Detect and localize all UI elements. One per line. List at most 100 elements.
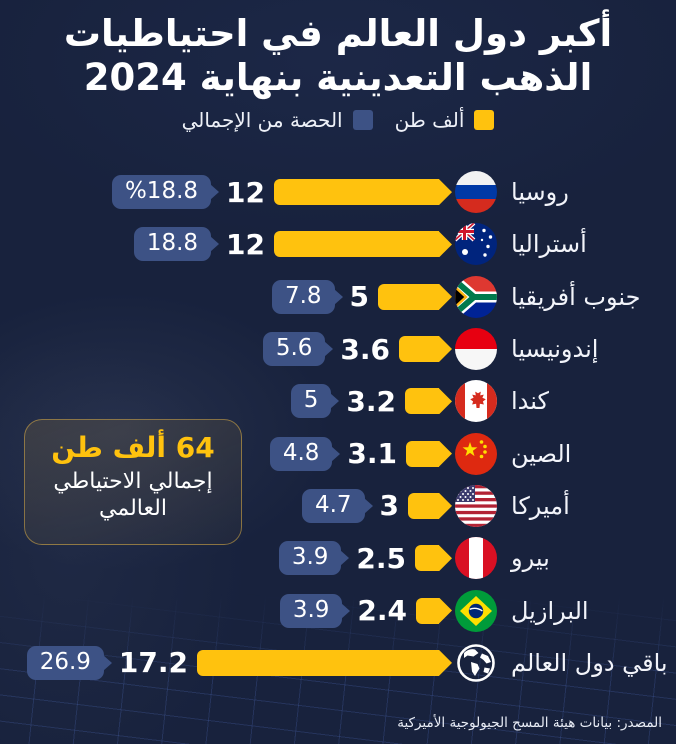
- country-label: كندا: [511, 387, 549, 416]
- share-badge: 5: [290, 384, 332, 419]
- bar: [406, 440, 452, 467]
- bar: [405, 388, 452, 415]
- total-label: إجمالي الاحتياطي العالمي: [53, 468, 213, 522]
- bar: [415, 545, 452, 572]
- tons-value: 2.4: [357, 594, 407, 628]
- bar-tip-icon: [439, 283, 452, 310]
- bar: [274, 179, 452, 206]
- bar-group: 4.7 3: [301, 488, 452, 523]
- bar: [197, 649, 452, 676]
- bar: [399, 336, 452, 363]
- bar-rect: [406, 440, 439, 467]
- title-line-1: أكبر دول العالم في احتياطيات: [63, 12, 613, 55]
- chart-row: البرازيل 3.9 2.4: [0, 584, 676, 636]
- legend: ألف طن الحصة من الإجمالي: [0, 108, 676, 132]
- australia-flag-icon: [455, 223, 497, 266]
- bar-rect: [415, 545, 439, 572]
- bar-tip-icon: [439, 649, 452, 676]
- chart-row: إندونيسيا 5.6 3.6: [0, 323, 676, 375]
- country-label: جنوب أفريقيا: [511, 282, 641, 311]
- bar-group: 18.8 12: [133, 227, 452, 262]
- bar-group: 5.6 3.6: [262, 332, 452, 367]
- country-label: أميركا: [511, 491, 570, 520]
- share-badge: 4.7: [301, 488, 365, 523]
- country-label: باقي دول العالم: [511, 648, 668, 677]
- bar-group: 4.8 3.1: [269, 436, 452, 471]
- title-line-2: الذهب التعدينية بنهاية 2024: [83, 55, 593, 99]
- bar-group: %18.8 12: [111, 175, 452, 210]
- bar-tip-icon: [439, 597, 452, 624]
- bar-tip-icon: [439, 388, 452, 415]
- chart-row: الصين 4.8 3.1: [0, 427, 676, 479]
- chart-row: أستراليا 18.8 12: [0, 218, 676, 270]
- tons-value: 3.6: [340, 332, 390, 366]
- tons-value: 3: [379, 489, 399, 523]
- share-badge: 4.8: [269, 436, 333, 471]
- bar-group: 3.9 2.5: [278, 541, 452, 576]
- page-title: أكبر دول العالم في احتياطيات الذهب التعد…: [0, 0, 676, 99]
- bar-rect: [197, 649, 439, 676]
- total-callout: 64 ألف طن إجمالي الاحتياطي العالمي: [24, 419, 242, 545]
- tons-value: 5: [349, 280, 369, 314]
- bar-rect: [416, 597, 439, 624]
- bar: [274, 231, 452, 258]
- share-badge: %18.8: [111, 175, 212, 210]
- tons-swatch-icon: [474, 110, 495, 131]
- bar-chart: روسيا %18.8 12 أستراليا 18.8 12: [0, 166, 676, 689]
- total-value: 64 ألف طن: [51, 431, 215, 464]
- share-badge: 7.8: [271, 279, 335, 314]
- bar-rect: [399, 336, 439, 363]
- peru-flag-icon: [455, 537, 497, 580]
- source-credit: المصدر: بيانات هيئة المسح الجيولوجية الأ…: [397, 715, 662, 731]
- chart-row: جنوب أفريقيا 7.8 5: [0, 271, 676, 323]
- legend-tons-label: ألف طن: [394, 108, 465, 133]
- tons-value: 12: [226, 175, 265, 209]
- bar-tip-icon: [439, 440, 452, 467]
- china-flag-icon: [455, 432, 497, 475]
- share-badge: 18.8: [133, 227, 212, 262]
- bar: [408, 492, 452, 519]
- tons-value: 17.2: [118, 646, 188, 680]
- country-label: الصين: [511, 439, 572, 468]
- share-badge: 5.6: [262, 332, 326, 367]
- south-africa-flag-icon: [455, 275, 497, 318]
- share-badge: 3.9: [278, 541, 342, 576]
- bar-tip-icon: [439, 231, 452, 258]
- share-swatch-icon: [352, 110, 373, 131]
- chart-row: أميركا 4.7 3: [0, 480, 676, 532]
- chart-row: بيرو 3.9 2.5: [0, 532, 676, 584]
- country-label: بيرو: [511, 544, 550, 573]
- tons-value: 3.1: [347, 437, 397, 471]
- bar-rect: [274, 231, 439, 258]
- bar-rect: [405, 388, 439, 415]
- chart-row: كندا 5 3.2: [0, 375, 676, 427]
- bar-rect: [378, 283, 439, 310]
- chart-row: باقي دول العالم 26.9 17.2: [0, 637, 676, 689]
- russia-flag-icon: [455, 171, 497, 214]
- country-label: البرازيل: [511, 596, 589, 625]
- chart-row: روسيا %18.8 12: [0, 166, 676, 218]
- indonesia-flag-icon: [455, 328, 497, 371]
- bar-tip-icon: [439, 545, 452, 572]
- country-label: روسيا: [511, 178, 569, 207]
- share-badge: 26.9: [26, 645, 104, 680]
- bar: [416, 597, 452, 624]
- bar-tip-icon: [439, 336, 452, 363]
- bar-tip-icon: [439, 492, 452, 519]
- legend-share-label: الحصة من الإجمالي: [181, 108, 343, 133]
- share-badge: 3.9: [279, 593, 343, 628]
- globe-flag-icon: [455, 642, 497, 684]
- bar-rect: [274, 179, 439, 206]
- usa-flag-icon: [455, 484, 497, 527]
- legend-item-share: الحصة من الإجمالي: [182, 108, 373, 132]
- bar-group: 3.9 2.4: [279, 593, 452, 628]
- tons-value: 12: [226, 227, 265, 261]
- bar: [378, 283, 452, 310]
- bar-group: 26.9 17.2: [26, 645, 452, 680]
- bar-tip-icon: [439, 179, 452, 206]
- brazil-flag-icon: [455, 589, 497, 632]
- tons-value: 3.2: [346, 384, 396, 418]
- country-label: إندونيسيا: [511, 335, 599, 364]
- canada-flag-icon: [455, 380, 497, 423]
